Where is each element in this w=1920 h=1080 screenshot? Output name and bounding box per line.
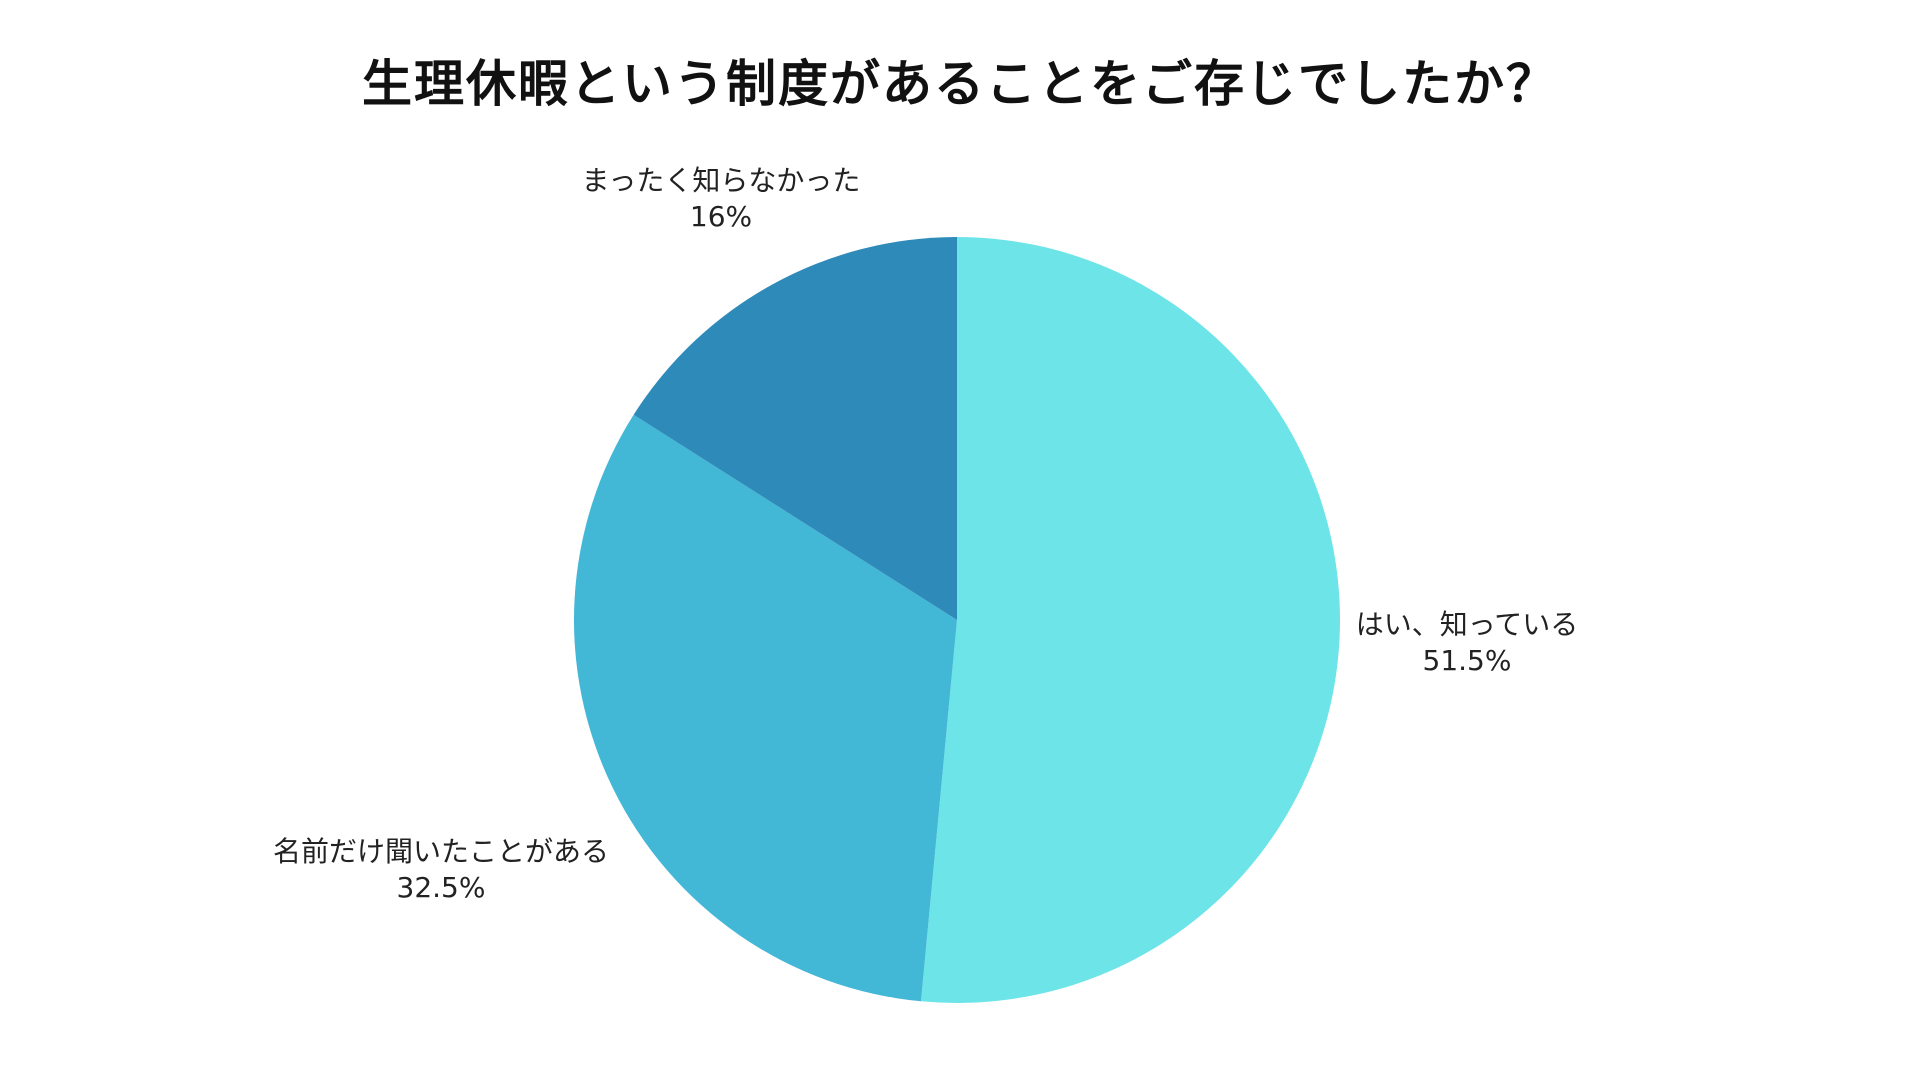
pie-slice-yes xyxy=(920,237,1340,1003)
slice-label-value: 51.5% xyxy=(1422,644,1512,677)
slice-label-no: まったく知らなかった 16% xyxy=(582,163,861,235)
slice-label-name: 名前だけ聞いたことがある xyxy=(272,835,610,868)
slice-label-value: 32.5% xyxy=(396,871,486,904)
chart-title: 生理休暇という制度があることをご存じでしたか？ xyxy=(362,55,1558,113)
slice-label-name: まったく知らなかった xyxy=(581,164,861,197)
slice-label-value: 16% xyxy=(689,200,753,233)
slice-label-name: はい、知っている xyxy=(1355,608,1579,641)
pie-slice-no xyxy=(633,237,957,620)
slice-label-name-only: 名前だけ聞いたことがある 32.5% xyxy=(273,834,609,906)
pie-slice-name-only xyxy=(573,414,957,1002)
slice-label-yes: はい、知っている 51.5% xyxy=(1356,607,1579,679)
